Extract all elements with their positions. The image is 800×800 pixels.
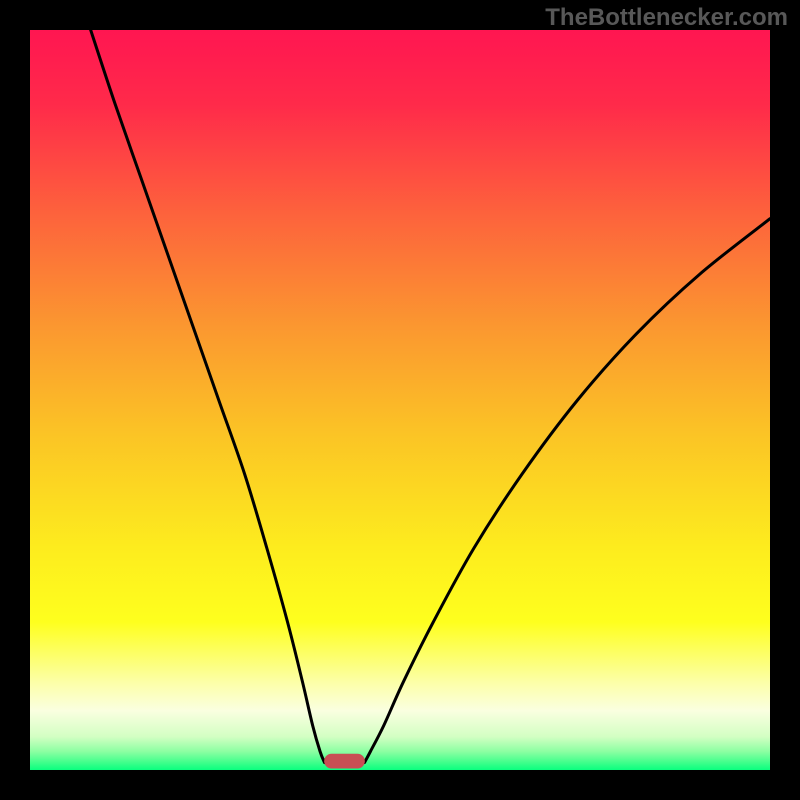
gradient-background [30, 30, 770, 770]
watermark-text: TheBottlenecker.com [545, 4, 788, 32]
plot-area [30, 30, 770, 770]
bottleneck-chart [30, 30, 770, 770]
figure-container: TheBottlenecker.com [0, 0, 800, 800]
optimal-marker [324, 754, 365, 769]
